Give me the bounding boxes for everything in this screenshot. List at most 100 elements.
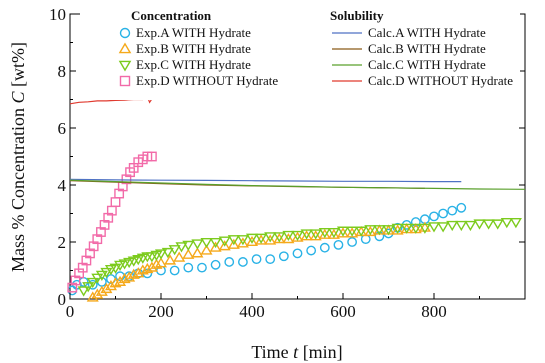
x-tick-label: 600: [330, 302, 356, 321]
data-point: [200, 244, 213, 255]
data-point: [245, 233, 259, 244]
data-point: [418, 223, 431, 234]
data-point: [173, 251, 186, 262]
data-point: [227, 235, 240, 246]
x-tick-label: 800: [421, 302, 447, 321]
data-point: [509, 217, 522, 229]
data-point: [336, 226, 350, 237]
data-point: [95, 285, 108, 296]
data-point: [224, 257, 235, 267]
legend-group-solubility: Solubility: [330, 8, 384, 23]
data-point: [318, 227, 331, 239]
data-point: [364, 225, 377, 237]
data-point: [360, 234, 371, 245]
data-point: [327, 227, 340, 239]
data-point: [127, 268, 140, 279]
data-point: [382, 225, 395, 236]
data-point: [197, 262, 207, 273]
legend-entry-exp-a-with-hydrate: Exp.A WITH Hydrate: [119, 25, 251, 40]
data-point: [141, 262, 154, 274]
data-point: [336, 227, 350, 238]
data-point: [306, 245, 317, 256]
y-tick-label: 10: [49, 5, 66, 24]
data-point: [355, 226, 368, 237]
data-point: [255, 234, 268, 245]
data-point: [364, 225, 377, 236]
legend-entry-exp-b-with-hydrate: Exp.B WITH Hydrate: [118, 41, 251, 56]
data-point: [154, 257, 168, 268]
data-point: [374, 231, 385, 242]
series-calc-a-with-hydrate: [69, 178, 462, 183]
data-point: [182, 240, 195, 252]
data-point: [191, 239, 204, 250]
data-point: [438, 208, 448, 219]
legend-entry-calc-d-without-hydrate: Calc.D WITHOUT Hydrate: [332, 73, 513, 88]
data-point: [145, 261, 158, 272]
series-exp-c-with-hydrate: [77, 217, 522, 297]
data-point: [236, 235, 249, 246]
data-point: [67, 282, 78, 293]
data-point: [175, 242, 188, 253]
data-point: [237, 257, 248, 267]
data-point: [191, 247, 204, 258]
y-axis-label-unit: [wt%]: [8, 42, 28, 91]
data-point: [82, 282, 95, 293]
data-point: [347, 237, 357, 247]
data-point: [164, 254, 177, 265]
y-tick-label: 8: [58, 62, 67, 81]
legend-label: Exp.A WITH Hydrate: [136, 25, 251, 40]
data-point: [200, 237, 213, 249]
data-point: [77, 286, 90, 297]
data-point: [91, 273, 104, 284]
legend-label: Exp.B WITH Hydrate: [136, 41, 251, 56]
series-line-calc-a-with-hydrate: [69, 178, 462, 183]
data-point: [95, 270, 108, 281]
data-point: [209, 237, 222, 249]
data-point: [282, 232, 295, 244]
data-point: [319, 242, 330, 253]
data-point: [278, 251, 289, 262]
data-point: [109, 277, 122, 288]
y-axis-label-main: Mass % Concentration: [8, 104, 28, 272]
data-point: [210, 259, 221, 270]
legend-entry-calc-b-with-hydrate: Calc.B WITH Hydrate: [332, 41, 486, 56]
legend-label: Calc.A WITH Hydrate: [368, 25, 486, 40]
data-point: [209, 241, 222, 252]
data-point: [456, 202, 467, 213]
data-point: [136, 264, 149, 275]
data-point: [110, 197, 121, 207]
axes: 0 200 400 600 800 0 2 4 6 8 10: [49, 5, 525, 321]
legend-entry-exp-c-with-hydrate: Exp.C WITH Hydrate: [118, 57, 251, 72]
data-point: [218, 236, 231, 247]
data-point: [227, 238, 240, 249]
data-point: [169, 265, 180, 276]
data-point: [291, 231, 304, 242]
data-point: [427, 222, 441, 233]
series-exp-b-with-hydrate: [86, 221, 431, 302]
data-point: [464, 220, 477, 232]
legend: Concentration Solubility Exp.A WITH Hydr…: [80, 8, 520, 100]
legend-background: [80, 8, 520, 100]
data-point: [500, 217, 513, 229]
legend-entry-calc-a-with-hydrate: Calc.A WITH Hydrate: [332, 25, 486, 40]
data-point: [291, 230, 304, 242]
data-point: [418, 221, 431, 232]
data-point: [318, 228, 331, 239]
legend-marker-exp-a-with-hydrate: [119, 27, 131, 39]
data-point: [154, 249, 168, 260]
data-point: [87, 279, 98, 290]
data-point: [218, 240, 231, 251]
data-point: [109, 263, 122, 274]
legend-label: Calc.B WITH Hydrate: [368, 41, 486, 56]
legend-marker-exp-c-with-hydrate: [118, 60, 132, 72]
y-axis-label-variable: C: [8, 91, 28, 104]
data-point: [86, 277, 99, 289]
data-point: [91, 288, 104, 299]
data-point: [447, 205, 458, 216]
data-point: [429, 211, 439, 222]
data-point: [300, 229, 313, 240]
x-tick-label: 200: [148, 302, 174, 321]
data-point: [455, 220, 468, 232]
data-point: [132, 267, 145, 278]
